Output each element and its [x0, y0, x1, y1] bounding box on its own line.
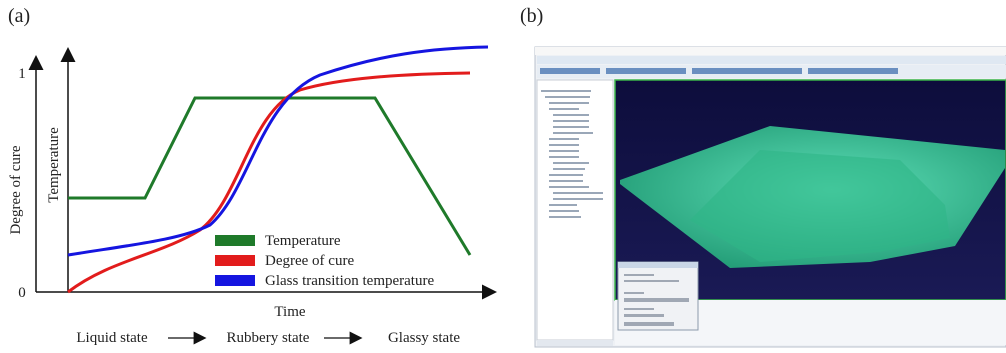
- menu-bar: [537, 56, 1006, 64]
- legend-label: Temperature: [265, 233, 341, 249]
- toolbar-icons: [540, 68, 898, 74]
- axis-label: Degree of cure: [8, 145, 24, 234]
- legend-swatch: [215, 235, 255, 246]
- tick-label: 0: [18, 285, 26, 301]
- figure: (a) 1 0 Degree of cure Temperature Time …: [0, 0, 1006, 353]
- state-label: Liquid state: [76, 330, 148, 346]
- legend-swatch: [215, 255, 255, 266]
- legend-swatch: [215, 275, 255, 286]
- panel-label: (a): [8, 5, 30, 27]
- state-label: Glassy state: [388, 330, 460, 346]
- state-label: Rubbery state: [227, 330, 310, 346]
- title-bar: [535, 47, 1006, 55]
- panel-label: (b): [520, 5, 543, 27]
- temperature-curve: [68, 98, 470, 255]
- dialog-header: [618, 262, 698, 268]
- status-bar: [537, 340, 613, 346]
- dialog: [618, 262, 698, 330]
- legend-label: Glass transition temperature: [265, 273, 434, 289]
- axis-label: Time: [274, 304, 305, 320]
- axis-label: Temperature: [46, 127, 62, 203]
- software-screenshot: [535, 47, 1006, 347]
- legend-label: Degree of cure: [265, 253, 354, 269]
- tg-curve: [68, 47, 488, 255]
- tick-label: 1: [18, 66, 26, 82]
